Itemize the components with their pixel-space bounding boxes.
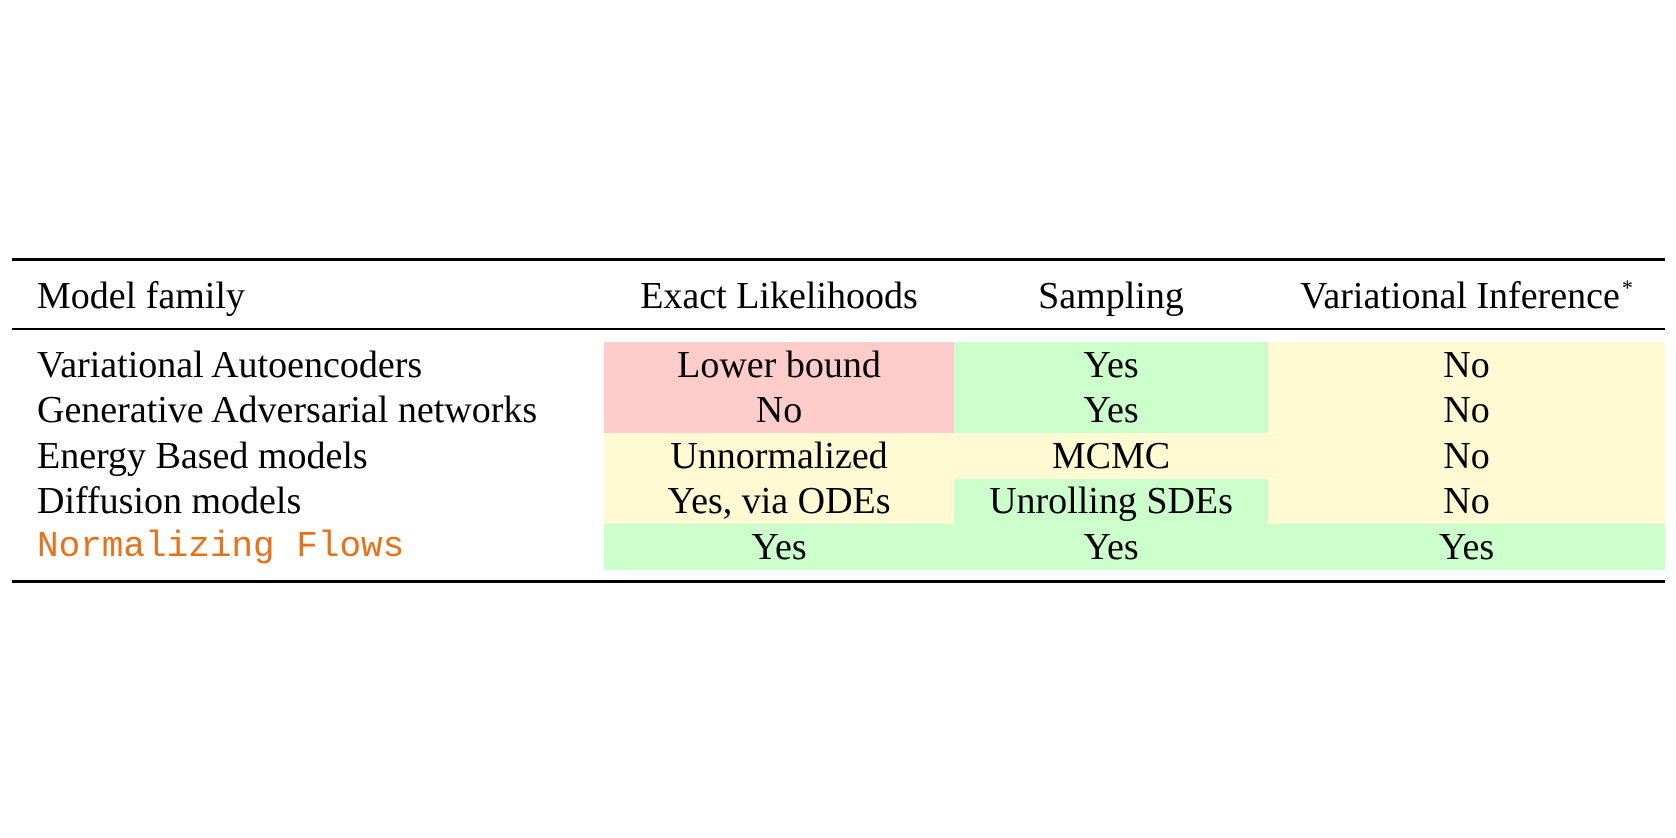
table-bottom-rule [12,579,1665,583]
cell-variational-inference: Yes [1268,524,1665,570]
cell-sampling: MCMC [954,433,1268,479]
cell-exact-likelihoods: No [604,387,954,433]
cell-exact-likelihoods: Yes, via ODEs [604,478,954,524]
table-row: Variational Autoencoders Lower bound Yes… [12,342,1665,388]
cell-sampling: Yes [954,387,1268,433]
header-exact-likelihoods: Exact Likelihoods [640,274,918,317]
cell-sampling: Yes [954,524,1268,570]
row-family-label: Diffusion models [37,480,302,523]
row-family-label: Variational Autoencoders [37,343,423,386]
table-row: Diffusion models Yes, via ODEs Unrolling… [12,478,1665,524]
row-family-label: Generative Adversarial networks [37,389,538,432]
cell-exact-likelihoods: Yes [604,524,954,570]
table-row: Generative Adversarial networks No Yes N… [12,387,1665,433]
row-family-label-highlighted: Normalizing Flows [37,525,405,567]
cell-exact-likelihoods: Lower bound [604,342,954,388]
header-sampling: Sampling [1038,274,1184,317]
table-row: Normalizing Flows Yes Yes Yes [12,524,1665,570]
comparison-table: Model family Exact Likelihoods Sampling … [12,258,1665,583]
footnote-marker: * [1621,274,1633,300]
table-row: Energy Based models Unnormalized MCMC No [12,433,1665,479]
header-variational-inference: Variational Inference * [1300,274,1633,317]
cell-variational-inference: No [1268,478,1665,524]
row-family-label: Energy Based models [37,434,368,477]
table-header-rule [12,328,1665,330]
table-top-rule [12,258,1665,261]
table-header-row: Model family Exact Likelihoods Sampling … [12,261,1665,328]
header-model-family: Model family [37,274,245,317]
cell-variational-inference: No [1268,433,1665,479]
cell-sampling: Yes [954,342,1268,388]
cell-variational-inference: No [1268,387,1665,433]
cell-exact-likelihoods: Unnormalized [604,433,954,479]
cell-variational-inference: No [1268,342,1665,388]
cell-sampling: Unrolling SDEs [954,478,1268,524]
